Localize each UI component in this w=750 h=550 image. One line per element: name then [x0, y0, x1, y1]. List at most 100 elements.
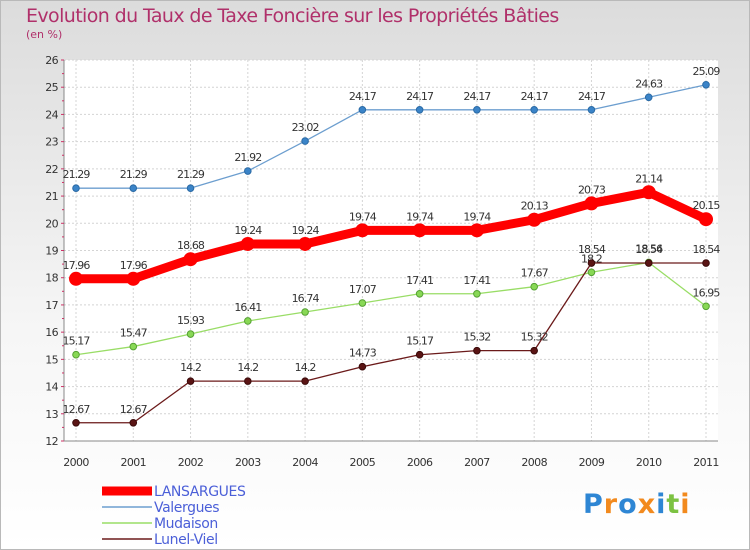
legend-item-lunel-viel: Lunel-Viel: [102, 532, 218, 548]
data-point: [415, 350, 424, 359]
legend-label: Valergues: [154, 500, 219, 516]
data-label: 14.2: [180, 361, 201, 374]
data-point: [72, 418, 80, 427]
data-label: 17.96: [63, 259, 91, 272]
y-tick-label: 23: [45, 136, 58, 149]
grid: [64, 59, 718, 442]
data-point: [301, 377, 309, 385]
x-tick-label: 2010: [636, 456, 662, 469]
data-label: 19.24: [234, 224, 262, 237]
data-label: 12.67: [63, 403, 91, 416]
data-label: 15.17: [63, 335, 91, 348]
data-label: 24.17: [521, 90, 549, 103]
data-label: 18.54: [693, 243, 721, 256]
data-label: 18.68: [177, 239, 205, 252]
y-tick-label: 17: [45, 299, 58, 312]
data-label: 21.14: [635, 172, 663, 185]
data-label: 24.17: [578, 90, 606, 103]
data-point: [412, 223, 427, 238]
data-point: [72, 350, 80, 359]
y-tick-label: 12: [45, 435, 58, 448]
data-label: 15.17: [406, 335, 434, 348]
data-label: 15.32: [463, 331, 490, 344]
logo-letter: x: [637, 489, 657, 520]
data-label: 19.74: [463, 210, 491, 223]
data-label: 18.2: [581, 252, 602, 265]
logo-letter: t: [666, 489, 681, 520]
data-point: [186, 377, 195, 385]
data-point: [358, 362, 367, 371]
x-tick-label: 2003: [235, 456, 261, 469]
y-tick-label: 15: [45, 353, 58, 366]
logo-letter: i: [680, 489, 691, 520]
data-point: [298, 236, 313, 251]
data-label: 16.95: [693, 286, 721, 299]
data-label: 15.47: [120, 327, 148, 340]
x-tick-label: 2002: [178, 456, 204, 469]
x-tick-label: 2005: [350, 456, 376, 469]
data-label: 24.17: [349, 90, 377, 103]
series-line: [75, 262, 707, 424]
y-tick-label: 18: [45, 272, 58, 285]
data-point: [530, 282, 538, 291]
data-point: [587, 106, 596, 114]
y-tick-label: 21: [45, 190, 58, 203]
data-point: [641, 185, 656, 200]
legend-label: Mudaison: [154, 516, 218, 532]
chart-subtitle: (en %): [26, 28, 63, 41]
data-point: [72, 184, 80, 192]
data-point: [702, 80, 710, 89]
data-label: 17.67: [521, 267, 549, 280]
series-lansargues: 17.96 17.96 18.68 19.24 19.24 19.74 19.74 19.74…: [63, 172, 721, 286]
chart-title: Evolution du Taux de Taxe Foncière sur l…: [26, 5, 559, 27]
y-tick-label: 13: [45, 408, 58, 421]
data-label: 21.29: [120, 168, 148, 181]
data-point: [644, 259, 653, 267]
x-tick-label: 2008: [521, 456, 547, 469]
x-axis-ticks: 2000 2001 2002 2003 2004 2005 2006 2007 2008 2009…: [63, 456, 719, 469]
data-label: 21.29: [177, 168, 205, 181]
data-point: [530, 106, 538, 114]
data-label: 19.24: [292, 224, 320, 237]
y-tick-label: 22: [45, 163, 58, 176]
data-point: [240, 236, 255, 251]
series-layer: 17.96 17.96 18.68 19.24 19.24 19.74 19.74 19.74…: [63, 65, 721, 427]
series-valergues: 21.29 21.29 21.29 21.92 23.02 24.17 24.17 24.17…: [63, 65, 721, 192]
legend-item-mudaison: Mudaison: [102, 516, 218, 532]
data-point: [126, 271, 141, 286]
logo-letter: i: [656, 489, 667, 520]
y-tick-label: 25: [45, 81, 58, 94]
data-label: 18.54: [578, 243, 606, 256]
data-point: [301, 137, 309, 145]
data-label: 18.54: [635, 243, 663, 256]
data-point: [530, 346, 538, 355]
data-label: 18.56: [635, 242, 663, 255]
data-point: [244, 167, 252, 175]
x-tick-label: 2001: [120, 456, 146, 469]
data-label: 16.41: [234, 301, 261, 314]
data-label: 17.41: [406, 274, 433, 287]
data-point: [244, 377, 252, 385]
y-axis-ticks: 12 13 14 15 16 17 18 19 20 21 22 23 24 25 26: [45, 54, 64, 448]
data-label: 12.67: [120, 403, 148, 416]
data-label: 15.93: [177, 314, 205, 327]
x-tick-label: 2009: [579, 456, 605, 469]
x-tick-label: 2006: [407, 456, 433, 469]
data-label: 20.13: [521, 200, 549, 213]
data-point: [587, 268, 596, 277]
x-tick-label: 2000: [63, 456, 89, 469]
data-point: [469, 223, 484, 238]
y-tick-label: 16: [45, 326, 58, 339]
legend-label: LANSARGUES: [154, 484, 246, 500]
logo-letter: r: [603, 489, 619, 520]
series-line: [71, 187, 711, 284]
data-label: 24.17: [406, 90, 434, 103]
proxiti-logo: Proxiti: [583, 489, 691, 520]
legend-item-valergues: Valergues: [102, 500, 220, 516]
data-point: [527, 212, 542, 227]
data-point: [244, 317, 252, 325]
x-tick-label: 2004: [292, 456, 318, 469]
